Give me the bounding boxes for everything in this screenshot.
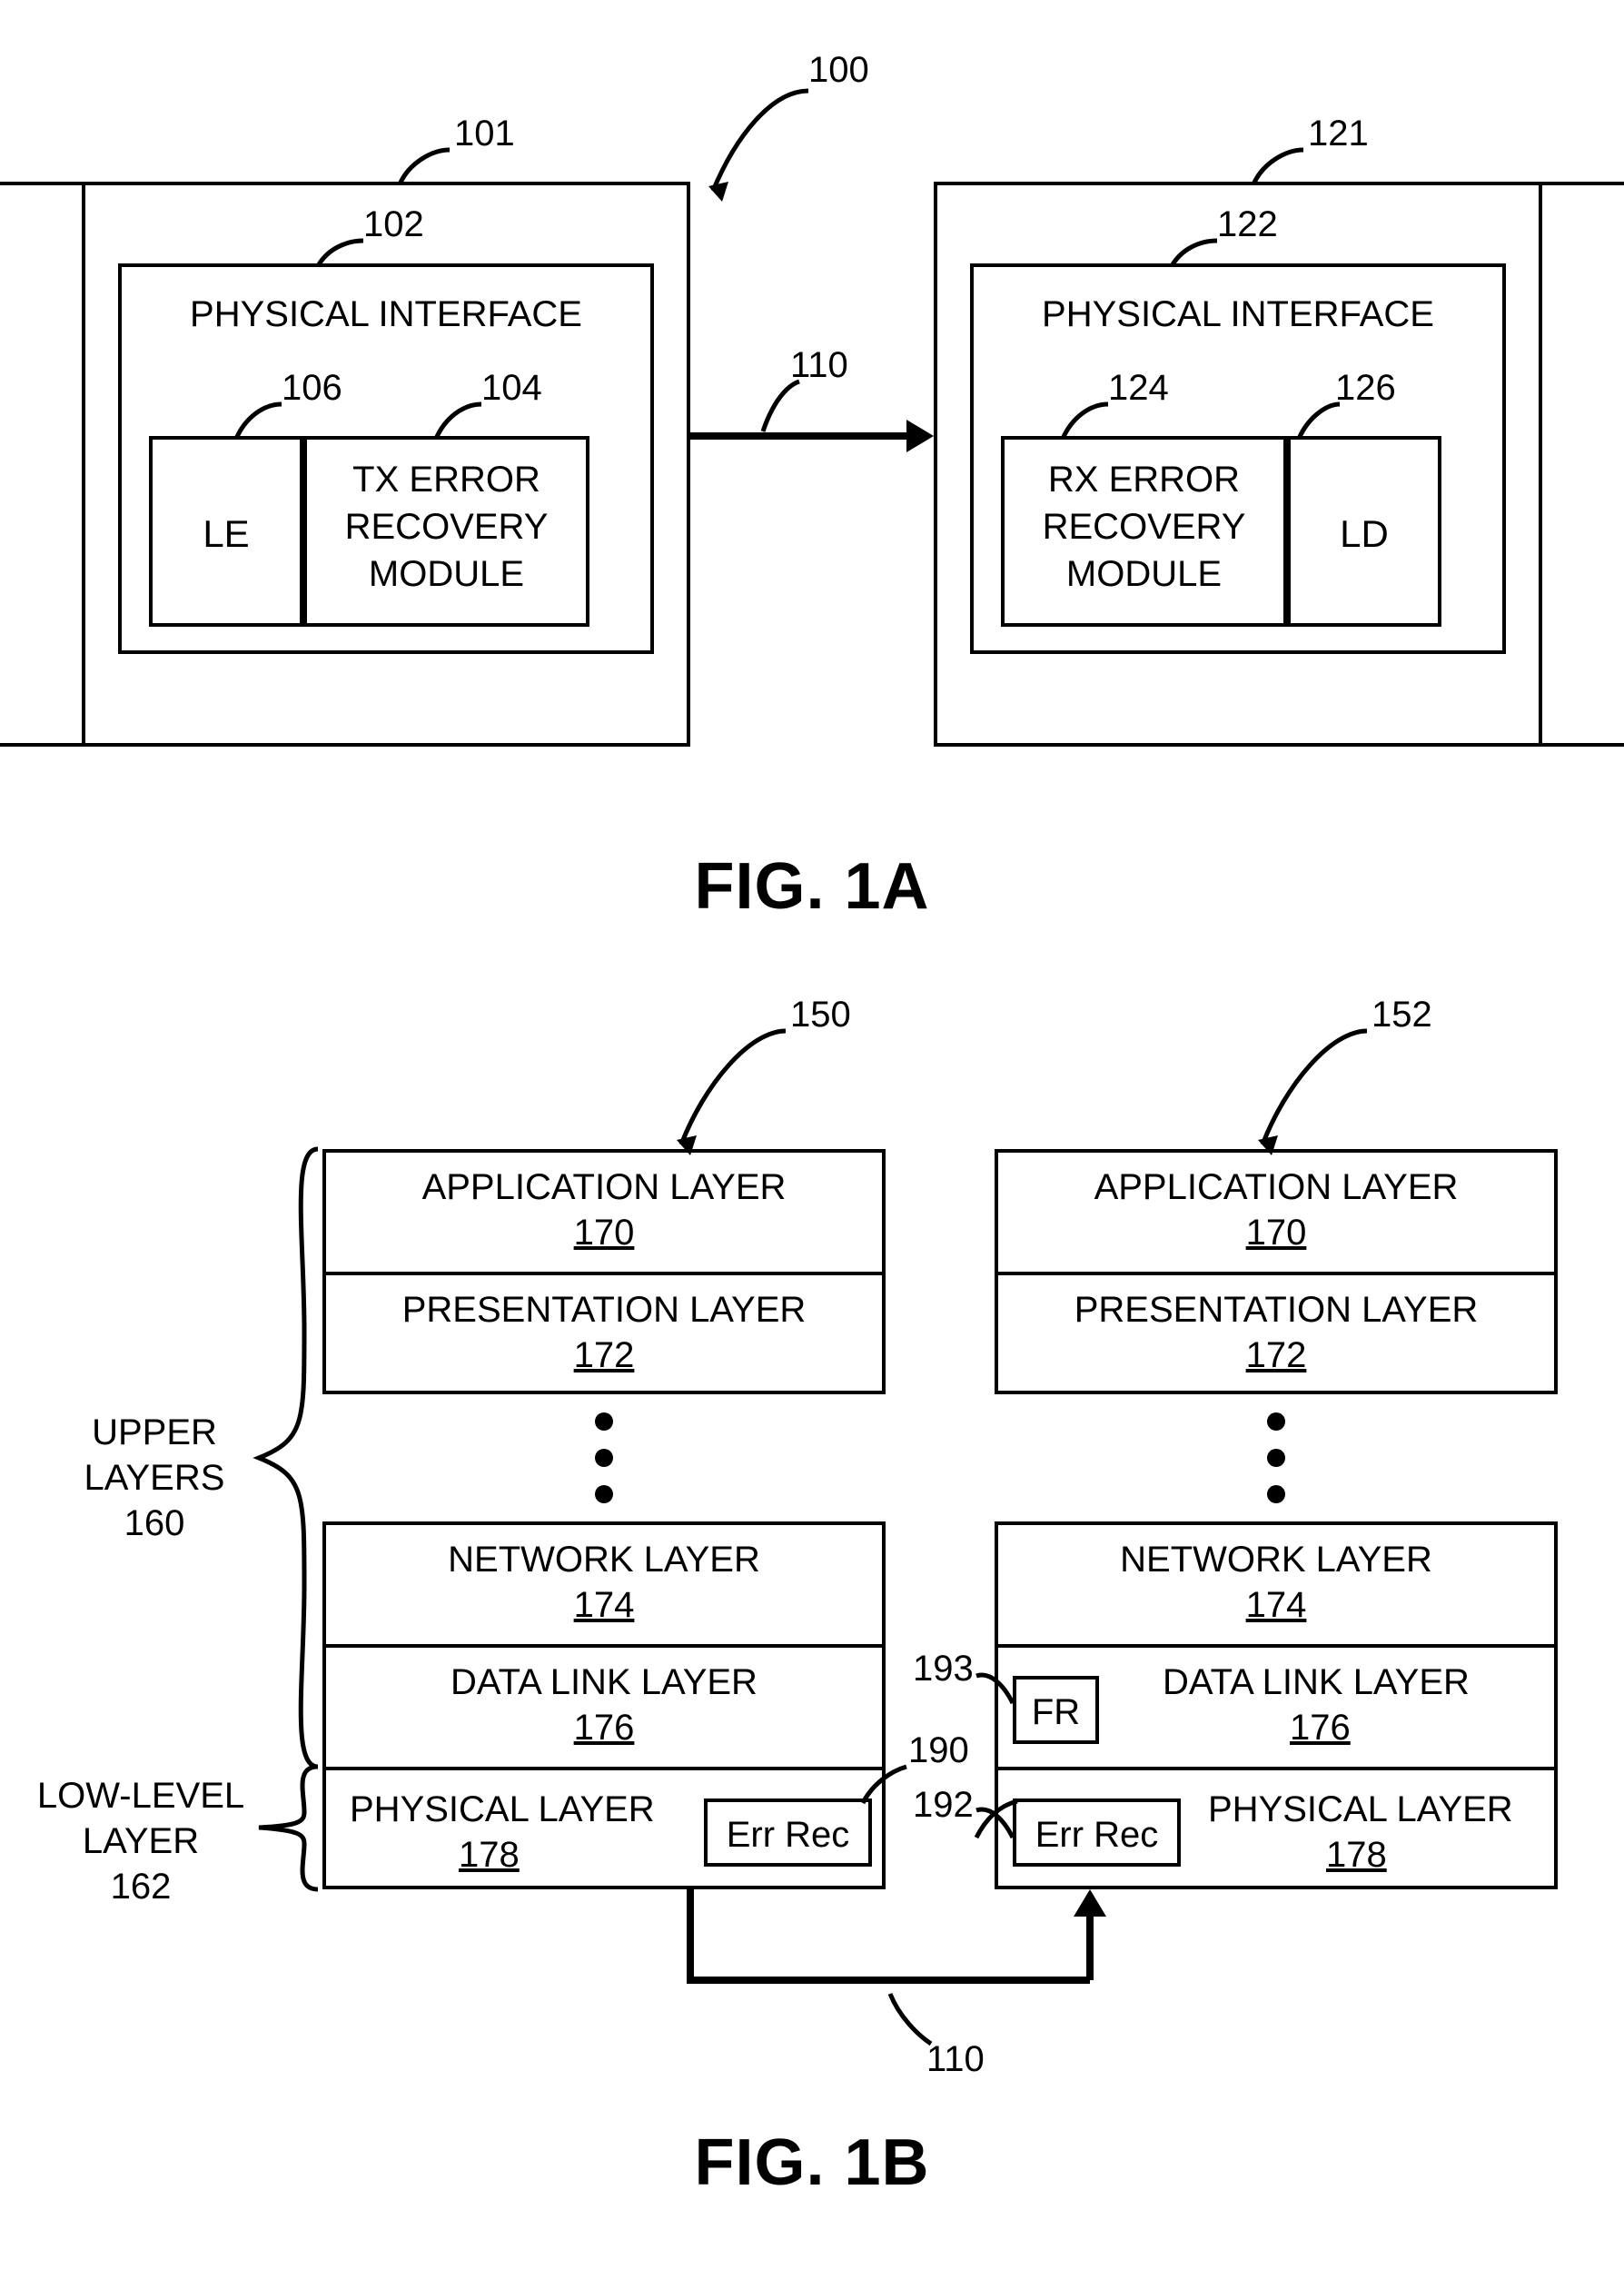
l-app-n: 170 [322,1213,886,1253]
lead-102 [318,232,590,368]
right-stack-lower-div1 [995,1644,1558,1648]
r-dl-n: 176 [1290,1708,1351,1749]
l-net: NETWORK LAYER [322,1540,886,1580]
l-errrec: Err Rec [704,1798,872,1867]
baseline-left [0,743,690,747]
left-stack-lower-div2 [322,1767,886,1770]
lead-152 [1258,1022,1530,1158]
baseline-right [934,743,1624,747]
r-pres: PRESENTATION LAYER [995,1290,1558,1331]
ref-192: 192 [913,1785,974,1826]
topline-right [1542,182,1624,185]
l-phy: PHYSICAL LAYER [350,1789,655,1830]
l-net-n: 174 [322,1585,886,1626]
l-pres-n: 172 [322,1335,886,1376]
lead-150 [677,1022,949,1158]
low-layer-3: 162 [36,1867,245,1907]
r-net-n: 174 [995,1585,1558,1626]
low-layer-1: LOW-LEVEL [36,1776,245,1817]
l-dl-n: 176 [322,1708,886,1749]
topline-left [0,182,82,185]
fig1b-title: FIG. 1B [0,2125,1624,2200]
tx-err-l3: MODULE [307,554,586,595]
rx-err-l3: MODULE [1005,554,1283,595]
left-stack-lower-div1 [322,1644,886,1648]
lead-124 [1063,395,1335,531]
r-app: APPLICATION LAYER [995,1167,1558,1208]
r-phy-n: 178 [1326,1835,1387,1876]
lead-104 [436,395,708,531]
lead-100 [708,82,981,218]
l-pres: PRESENTATION LAYER [322,1290,886,1331]
right-stack-upper-div [995,1272,1558,1275]
upper-layers-3: 160 [64,1503,245,1544]
l-dl: DATA LINK LAYER [322,1662,886,1703]
brace-lower [254,1767,318,1889]
upper-layers-2: LAYERS [64,1458,245,1499]
r-app-n: 170 [995,1213,1558,1253]
lead-122 [1172,232,1444,368]
brace-upper [254,1149,318,1767]
lead-193 [976,1667,1249,1803]
left-stack-upper-div [322,1272,886,1275]
lead-110b [890,1994,1163,2130]
fig1a-title: FIG. 1A [0,849,1624,924]
lead-192b [976,1801,1249,1937]
upper-layers-1: UPPER [64,1412,245,1453]
l-phy-n: 178 [459,1835,520,1876]
ref-193: 193 [913,1649,974,1689]
lead-126 [1299,395,1571,531]
low-layer-2: LAYER [36,1821,245,1862]
l-errrec-t: Err Rec [708,1815,868,1856]
l-app: APPLICATION LAYER [322,1167,886,1208]
r-phy: PHYSICAL LAYER [1208,1789,1513,1830]
r-net: NETWORK LAYER [995,1540,1558,1580]
lead-110a [763,377,1035,513]
r-pres-n: 172 [995,1335,1558,1376]
page: PHYSICAL INTERFACE LE TX ERROR RECOVERY … [0,0,1624,2279]
